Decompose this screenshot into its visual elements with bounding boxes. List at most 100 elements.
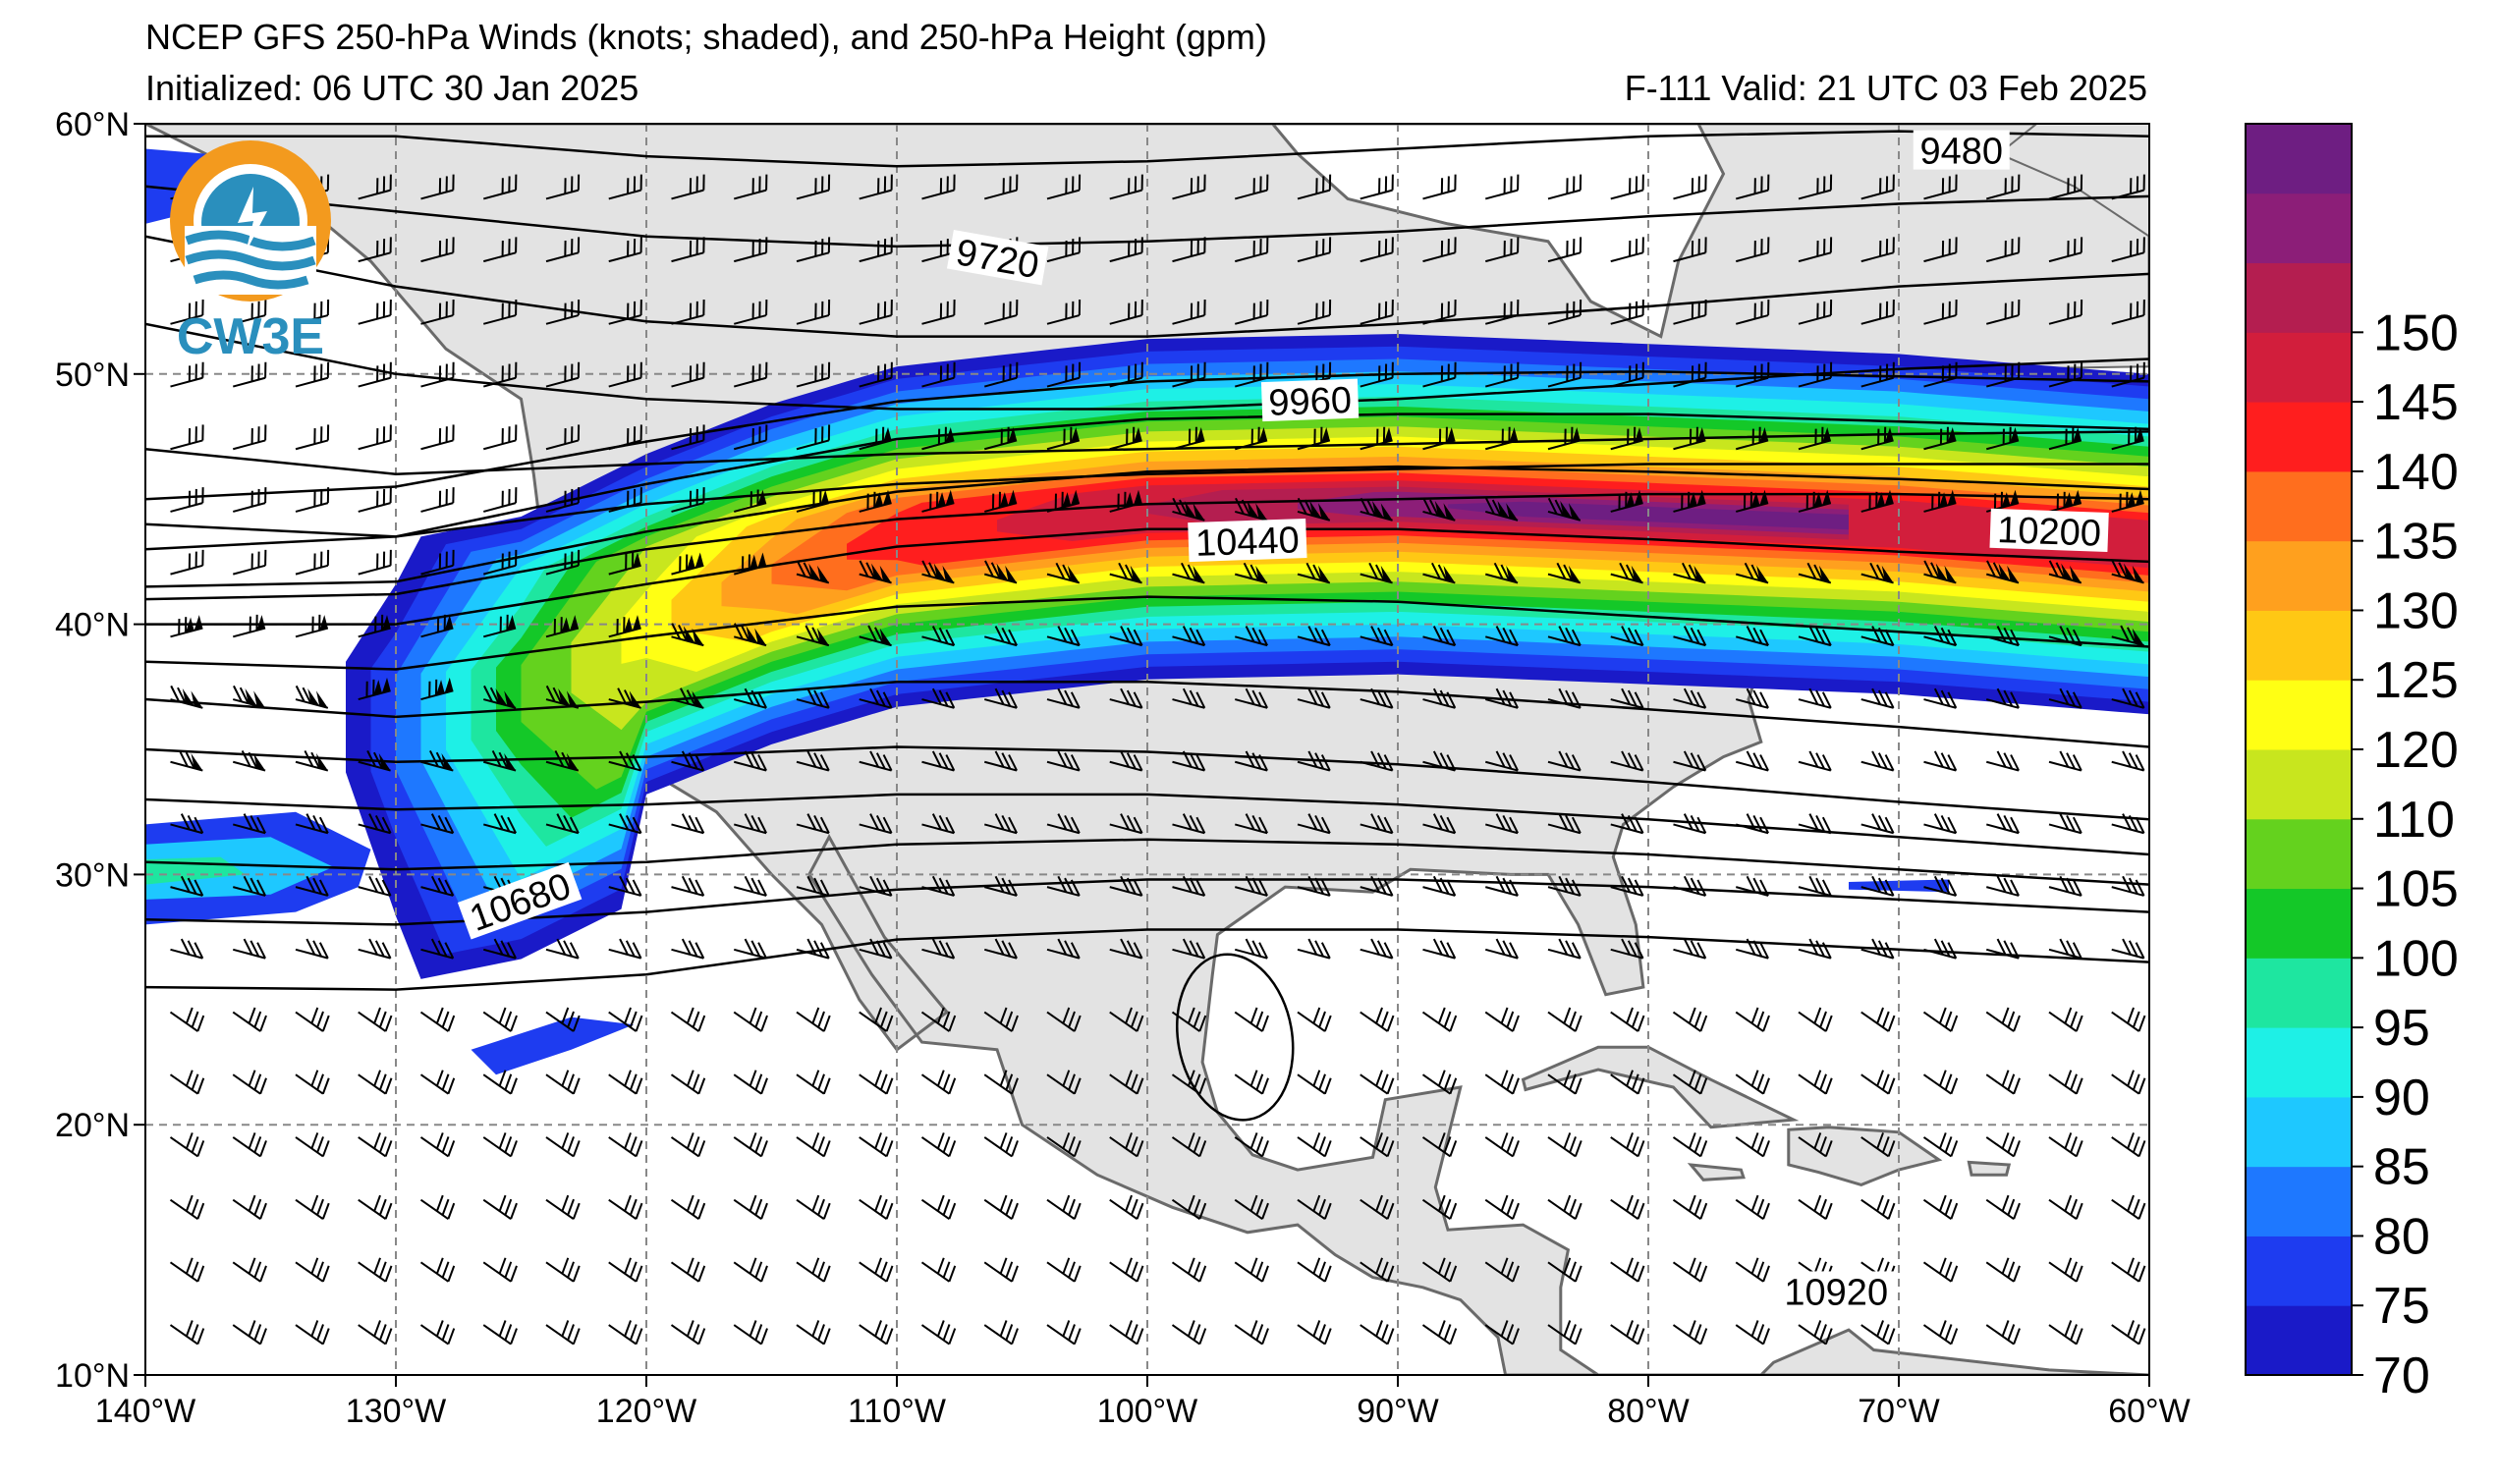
wind-barb xyxy=(2111,560,2144,584)
colorbar-tick-label: 70 xyxy=(2373,1347,2430,1404)
wind-barb xyxy=(169,1194,205,1220)
wind-barb xyxy=(545,615,580,638)
wind-barb xyxy=(1985,1320,2021,1346)
wind-barb xyxy=(1860,687,1895,709)
wind-barb xyxy=(2048,1257,2083,1283)
wind-barb xyxy=(169,1007,205,1032)
wind-barb xyxy=(796,1007,831,1032)
wind-barb xyxy=(1673,750,1707,772)
wind-barb xyxy=(1422,562,1456,584)
wind-barb xyxy=(1422,938,1457,960)
wind-barb xyxy=(1610,938,1644,960)
wind-barb xyxy=(1610,1070,1645,1095)
height-contour-line xyxy=(145,928,2149,991)
colorbar-segment xyxy=(2246,540,2352,611)
wind-barb xyxy=(1985,875,2020,897)
colorbar-segment xyxy=(2246,958,2352,1028)
wind-barb xyxy=(796,560,830,584)
height-contour-label: 10200 xyxy=(1989,508,2109,555)
wind-barb xyxy=(2048,237,2083,263)
wind-barb xyxy=(1985,1257,2021,1283)
wind-barb xyxy=(1234,626,1268,647)
wind-barb xyxy=(1985,174,2021,200)
wind-barb xyxy=(1798,626,1832,647)
wind-barb xyxy=(358,813,392,835)
wind-barb xyxy=(608,1007,643,1032)
colorbar-segment xyxy=(2246,192,2352,264)
wind-barb xyxy=(1610,750,1644,772)
lon-tick-label: 60°W xyxy=(2108,1393,2191,1430)
wind-barb xyxy=(2111,1070,2146,1095)
wind-barb xyxy=(482,1257,518,1283)
logo-lightning-icon xyxy=(238,187,267,252)
wind-barb xyxy=(1422,237,1457,263)
wind-barb xyxy=(170,549,204,576)
wind-barb xyxy=(1922,1257,1959,1283)
colorbar-tick-label: 150 xyxy=(2373,304,2459,361)
wind-barb xyxy=(733,300,768,325)
wind-barb xyxy=(1297,813,1331,835)
wind-barb xyxy=(859,625,892,647)
wind-barb xyxy=(608,1320,643,1346)
wind-barb xyxy=(983,1194,1019,1220)
colorbar-tick-label: 75 xyxy=(2373,1278,2430,1335)
wind-barb xyxy=(796,687,830,709)
wind-barb xyxy=(1484,626,1519,647)
wind-barb xyxy=(859,687,893,709)
wind-barb xyxy=(482,487,518,513)
wind-barb xyxy=(1547,1194,1582,1220)
colorbar-segment xyxy=(2246,470,2352,542)
wind-barb xyxy=(983,560,1018,584)
wind-barb xyxy=(920,1320,957,1346)
wind-barb xyxy=(1735,750,1769,772)
wind-barb xyxy=(859,1132,894,1158)
initialized-time: Initialized: 06 UTC 30 Jan 2025 xyxy=(145,68,639,108)
wind-barb xyxy=(1547,1007,1582,1032)
wind-barb xyxy=(2048,687,2082,709)
lon-tick-label: 100°W xyxy=(1097,1393,1197,1430)
wind-barb xyxy=(670,1257,706,1283)
colorbar: 70 75 80 85 90 95 100 105 110 120 125 130 135 140 145 1… xyxy=(2245,123,2459,1404)
wind-barb xyxy=(983,813,1018,835)
height-contour-label: 10920 xyxy=(1777,1271,1896,1313)
wind-barb xyxy=(295,1070,330,1095)
height-contour-line xyxy=(145,235,2149,338)
wind-barb xyxy=(2111,625,2144,647)
wind-barb xyxy=(1923,687,1958,709)
wind-barb xyxy=(608,1132,643,1158)
wind-barb xyxy=(1547,1132,1582,1158)
wind-barb xyxy=(2111,1194,2146,1220)
wind-barb xyxy=(1860,1320,1896,1346)
wind-barb xyxy=(1923,174,1958,200)
wind-barb xyxy=(1735,562,1769,584)
wind-barb xyxy=(1923,875,1958,897)
colorbar-tick-label: 95 xyxy=(2373,1000,2430,1057)
wind-barb xyxy=(1109,875,1143,897)
wind-barb xyxy=(1234,687,1268,709)
colorbar-segment xyxy=(2246,818,2352,890)
wind-barb xyxy=(1484,875,1519,897)
wind-barb xyxy=(1109,750,1143,772)
wind-barb xyxy=(295,424,330,451)
wind-barb xyxy=(1610,562,1643,584)
colorbar-tick-label: 110 xyxy=(2373,792,2455,849)
height-contour-line xyxy=(145,595,2149,671)
wind-barb xyxy=(670,1320,706,1346)
wind-barb xyxy=(1735,626,1769,647)
wind-barb xyxy=(921,560,955,584)
wind-barb xyxy=(1985,300,2021,325)
wind-barb xyxy=(545,300,581,325)
wind-barb xyxy=(1798,237,1833,263)
lat-tick-label: 30°N xyxy=(55,856,130,894)
wind-barb xyxy=(2048,813,2082,835)
wind-barb xyxy=(1484,562,1519,584)
wind-barb xyxy=(733,813,767,835)
wind-barb xyxy=(1985,1007,2021,1032)
wind-barb xyxy=(1547,626,1582,647)
wind-barb xyxy=(1360,562,1393,584)
wind-barb xyxy=(796,1320,831,1346)
wind-barb xyxy=(1860,237,1895,263)
wind-barb xyxy=(170,361,204,388)
wind-barb xyxy=(420,424,455,451)
wind-barb xyxy=(1046,687,1081,709)
